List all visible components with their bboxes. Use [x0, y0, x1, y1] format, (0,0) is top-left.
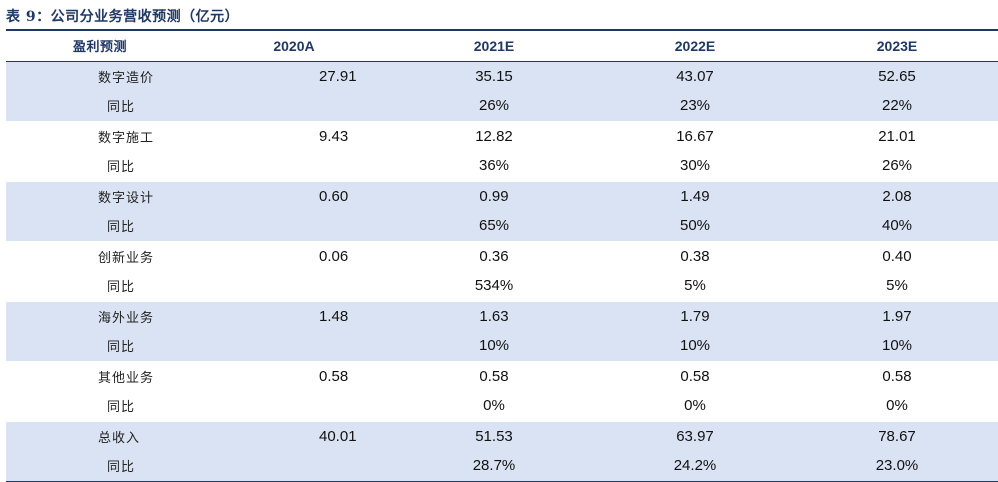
value-cell: 0.06: [319, 247, 349, 265]
value-cell: 0.99: [479, 187, 509, 205]
value-cell: 27.91: [319, 67, 357, 85]
yoy-cell: 10%: [796, 331, 998, 362]
table-row-segment: 数字设计 0.60 0.99 1.49 2.08: [6, 181, 998, 211]
value-cell: 63.97: [676, 427, 714, 445]
yoy-cell: [194, 91, 394, 122]
yoy-label: 同比: [6, 451, 194, 482]
value-cell: 1.97: [882, 307, 912, 325]
segment-name: 总收入: [98, 430, 141, 446]
segment-name: 海外业务: [98, 310, 155, 326]
table-row-yoy: 同比 65% 50% 40%: [6, 211, 998, 242]
yoy-label: 同比: [6, 391, 194, 422]
value-cell: 1.48: [319, 307, 349, 325]
value-cell: 0.38: [680, 247, 710, 265]
value-cell: 1.49: [680, 187, 710, 205]
yoy-cell: 30%: [594, 151, 796, 182]
yoy-label: 同比: [6, 331, 194, 362]
yoy-cell: 65%: [394, 211, 594, 242]
value-cell: 0.58: [680, 367, 710, 385]
yoy-cell: [194, 271, 394, 302]
value-cell: 1.79: [680, 307, 710, 325]
yoy-label: 同比: [6, 271, 194, 302]
yoy-cell: 10%: [394, 331, 594, 362]
yoy-cell: 534%: [394, 271, 594, 302]
header-year-2022e: 2022E: [594, 31, 796, 62]
value-cell: 0.40: [882, 247, 912, 265]
yoy-cell: [194, 331, 394, 362]
yoy-cell: 23%: [594, 91, 796, 122]
value-cell: 12.82: [475, 127, 513, 145]
yoy-cell: 5%: [594, 271, 796, 302]
value-cell: 0.58: [882, 367, 912, 385]
yoy-cell: [194, 211, 394, 242]
value-cell: 51.53: [475, 427, 513, 445]
yoy-cell: [194, 451, 394, 482]
value-cell: 1.63: [479, 307, 509, 325]
yoy-cell: 28.7%: [394, 451, 594, 482]
yoy-cell: 23.0%: [796, 451, 998, 482]
value-cell: 21.01: [878, 127, 916, 145]
yoy-cell: 26%: [394, 91, 594, 122]
value-cell: 78.67: [878, 427, 916, 445]
table-row-yoy: 同比 0% 0% 0%: [6, 391, 998, 422]
header-year-2023e: 2023E: [796, 31, 998, 62]
value-cell: 2.08: [882, 187, 912, 205]
header-year-2020a: 2020A: [194, 31, 394, 62]
yoy-cell: 0%: [796, 391, 998, 422]
yoy-cell: 10%: [594, 331, 796, 362]
table-row-segment: 总收入 40.01 51.53 63.97 78.67: [6, 421, 998, 451]
segment-name: 数字施工: [98, 130, 155, 146]
value-cell: 0.36: [479, 247, 509, 265]
yoy-cell: 40%: [796, 211, 998, 242]
value-cell: 52.65: [878, 67, 916, 85]
header-year-2021e: 2021E: [394, 31, 594, 62]
value-cell: 43.07: [676, 67, 714, 85]
table-row-segment: 其他业务 0.58 0.58 0.58 0.58: [6, 361, 998, 391]
yoy-cell: [194, 391, 394, 422]
table-row-yoy: 同比 28.7% 24.2% 23.0%: [6, 451, 998, 482]
table-row-yoy: 同比 36% 30% 26%: [6, 151, 998, 182]
yoy-label: 同比: [6, 91, 194, 122]
yoy-label: 同比: [6, 151, 194, 182]
revenue-forecast-table: 盈利预测 2020A 2021E 2022E 2023E 数字造价 27.91 35…: [6, 31, 998, 482]
yoy-cell: [194, 151, 394, 182]
header-metric-label: 盈利预测: [6, 31, 194, 62]
value-cell: 0.58: [479, 367, 509, 385]
yoy-cell: 0%: [394, 391, 594, 422]
yoy-cell: 24.2%: [594, 451, 796, 482]
value-cell: 40.01: [319, 427, 357, 445]
value-cell: 16.67: [676, 127, 714, 145]
table-row-segment: 创新业务 0.06 0.36 0.38 0.40: [6, 241, 998, 271]
table-row-segment: 数字造价 27.91 35.15 43.07 52.65: [6, 61, 998, 91]
table-row-yoy: 同比 10% 10% 10%: [6, 331, 998, 362]
segment-name: 数字设计: [98, 190, 155, 206]
table-row-yoy: 同比 26% 23% 22%: [6, 91, 998, 122]
yoy-label: 同比: [6, 211, 194, 242]
table-body: 数字造价 27.91 35.15 43.07 52.65 同比 26% 23% 22% 数字施工 9…: [6, 61, 998, 482]
table-row-yoy: 同比 534% 5% 5%: [6, 271, 998, 302]
value-cell: 35.15: [475, 67, 513, 85]
value-cell: 0.58: [319, 367, 349, 385]
segment-name: 其他业务: [98, 370, 155, 386]
yoy-cell: 0%: [594, 391, 796, 422]
top-rule: [6, 29, 998, 31]
segment-name: 数字造价: [98, 70, 155, 86]
value-cell: 9.43: [319, 127, 349, 145]
yoy-cell: 26%: [796, 151, 998, 182]
yoy-cell: 50%: [594, 211, 796, 242]
table-row-segment: 海外业务 1.48 1.63 1.79 1.97: [6, 301, 998, 331]
table-row-segment: 数字施工 9.43 12.82 16.67 21.01: [6, 121, 998, 151]
segment-name: 创新业务: [98, 250, 155, 266]
yoy-cell: 5%: [796, 271, 998, 302]
yoy-cell: 22%: [796, 91, 998, 122]
yoy-cell: 36%: [394, 151, 594, 182]
table-header: 盈利预测 2020A 2021E 2022E 2023E: [6, 31, 998, 62]
value-cell: 0.60: [319, 187, 349, 205]
table-title: 表 9：公司分业务营收预测（亿元）: [6, 9, 240, 25]
header-row: 盈利预测 2020A 2021E 2022E 2023E: [6, 31, 998, 62]
